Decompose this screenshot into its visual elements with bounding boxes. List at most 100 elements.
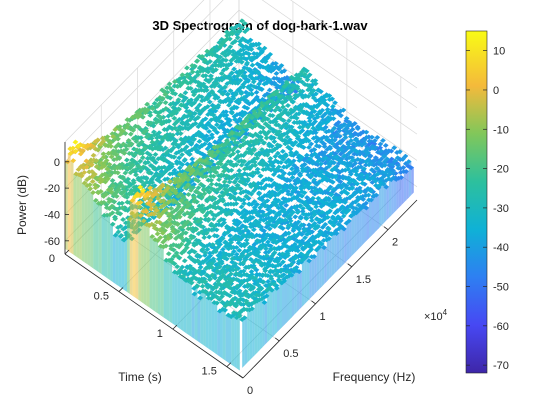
surface-cell — [341, 153, 348, 159]
surface-cell — [106, 162, 113, 168]
surface-cell — [287, 146, 294, 152]
surface-skirt — [346, 222, 350, 262]
surface-cell — [287, 222, 294, 228]
surface-cell — [202, 58, 209, 64]
surface-cell — [170, 247, 177, 253]
surface-cell — [199, 54, 206, 60]
surface-cell — [343, 116, 350, 122]
surface-cell — [116, 155, 123, 161]
surface-cell — [202, 250, 209, 256]
surface-cell — [342, 134, 349, 141]
surface-cell — [327, 151, 334, 157]
surface-cell — [221, 179, 228, 185]
surface-cell — [353, 168, 360, 174]
surface-skirt — [311, 256, 315, 297]
surface-cell — [363, 200, 370, 206]
surface-cell — [216, 186, 223, 192]
surface-cell — [341, 122, 348, 128]
surface-cell — [351, 179, 358, 185]
surface-cell — [266, 226, 273, 232]
surface-cell — [176, 255, 183, 261]
surface-cell — [271, 135, 278, 141]
surface-cell — [236, 125, 243, 131]
surface-cell — [234, 283, 241, 289]
surface-cell — [191, 111, 198, 117]
surface-cell — [77, 151, 84, 157]
surface-cell — [89, 179, 96, 185]
surface-cell — [274, 150, 281, 156]
surface-cell — [273, 70, 280, 76]
surface-cell — [377, 141, 384, 147]
frequency-tick — [311, 300, 316, 305]
surface-cell — [256, 45, 263, 51]
surface-cell — [259, 49, 266, 55]
surface-cell — [163, 219, 170, 225]
surface-cell — [273, 271, 280, 277]
surface-cell — [231, 66, 238, 72]
colorbar-ticks: 100-10-20-30-40-50-60-70 — [466, 46, 509, 372]
surface-cell — [262, 268, 269, 274]
surface-cell — [285, 118, 292, 124]
surface-cell — [193, 227, 200, 233]
surface-cell — [185, 219, 192, 225]
surface-cell — [219, 41, 226, 47]
surface-cell — [372, 145, 379, 151]
surface-cell — [94, 137, 101, 143]
time-tick — [118, 287, 124, 292]
surface-cell — [155, 118, 162, 124]
surface-skirt — [200, 291, 204, 345]
surface-skirt — [87, 189, 91, 267]
surface-cell — [196, 102, 203, 108]
surface-cell — [218, 77, 225, 83]
surface-cell — [191, 249, 198, 255]
surface-cell — [389, 162, 396, 168]
surface-skirt — [158, 246, 161, 316]
surface-cell — [331, 203, 338, 209]
surface-cell — [182, 230, 189, 236]
surface-cell — [266, 87, 273, 93]
surface-cell — [283, 81, 290, 87]
surface-cell — [219, 246, 226, 252]
surface-cell — [340, 107, 347, 113]
surface-cell — [247, 224, 255, 230]
surface-cell — [278, 168, 285, 174]
surface-cell — [260, 129, 267, 135]
surface-cell — [254, 121, 261, 127]
surface-cell — [296, 157, 303, 163]
surface-skirt — [329, 238, 332, 279]
surface-cell — [258, 181, 265, 187]
surface-cell — [203, 87, 210, 93]
surface-skirt — [203, 292, 206, 347]
surface-cell — [160, 198, 167, 204]
colorbar: 100-10-20-30-40-50-60-70 — [465, 30, 509, 374]
surface-cell — [213, 80, 220, 86]
surface-cell — [291, 162, 298, 168]
surface-cell — [325, 157, 332, 163]
surface-cell — [169, 132, 176, 138]
surface-cell — [330, 186, 337, 192]
surface-cell — [189, 211, 196, 217]
surface-skirt — [225, 315, 229, 363]
surface-cell — [319, 224, 326, 230]
surface-cell — [254, 155, 261, 161]
surface-cell — [273, 90, 280, 96]
surface-cell — [256, 191, 263, 197]
surface-skirt — [354, 213, 357, 254]
surface-cell — [137, 199, 144, 205]
surface-skirt — [321, 243, 325, 287]
surface-cell — [250, 188, 257, 194]
surface-cell — [162, 106, 169, 112]
surface-cell — [340, 213, 347, 219]
surface-skirt — [287, 276, 290, 323]
surface-cell — [233, 276, 240, 282]
surface-cell — [359, 177, 366, 183]
surface-cell — [166, 216, 173, 222]
surface-cell — [349, 185, 356, 191]
colorbar-tick-label: -40 — [493, 242, 509, 254]
surface-cell — [218, 70, 225, 76]
surface-cell — [252, 75, 259, 81]
surface-skirt — [217, 311, 220, 357]
surface-cell — [234, 32, 241, 38]
surface-cell — [172, 125, 179, 131]
surface-cell — [152, 191, 159, 197]
